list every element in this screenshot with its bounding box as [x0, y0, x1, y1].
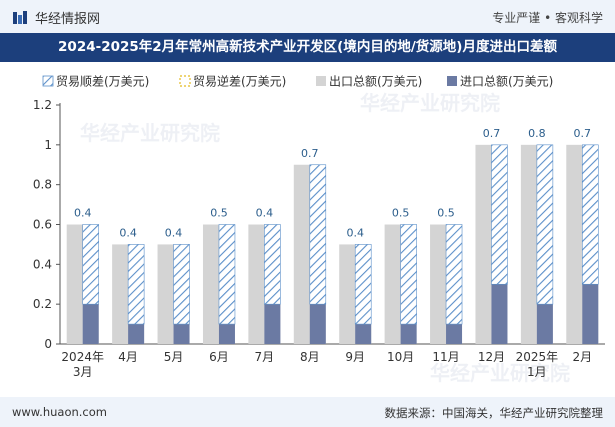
data-label: 0.5 [210, 207, 228, 220]
data-source: 数据来源：中国海关，华经产业研究院整理 [384, 406, 604, 420]
surplus-bar [354, 244, 372, 325]
data-label: 0.4 [346, 226, 364, 239]
watermark-text: 华经产业研究院 [80, 121, 220, 145]
y-tick-label: 0 [44, 337, 52, 351]
header-bar: 华经情报网 专业严谨 • 客观科学 [0, 0, 615, 33]
legend-swatch-surplus [42, 75, 54, 87]
x-tick-label: 2月 [572, 350, 592, 364]
surplus-bar [400, 224, 417, 325]
data-label: 0.4 [119, 226, 137, 239]
data-label: 0.8 [528, 127, 546, 140]
tagline: 专业严谨 • 客观科学 [492, 11, 603, 25]
chart-title: 2024-2025年2月年常州高新技术产业开发区(境内目的地/货源地)月度进出口… [0, 33, 615, 62]
brand-name: 华经情报网 [35, 12, 101, 27]
bars [66, 144, 599, 344]
y-tick-label: 1 [44, 138, 52, 152]
brand[interactable]: 华经情报网 [12, 8, 100, 27]
brand-logo-icon [13, 10, 27, 24]
data-label: 0.4 [165, 226, 183, 239]
legend-swatch-deficit [179, 75, 191, 87]
site-link[interactable]: www.huaon.com [12, 405, 107, 419]
surplus-bar [173, 244, 190, 325]
import-bar [400, 324, 417, 344]
axes: 0 0.2 0.4 0.6 0.8 1 1.2 2024年 3月 4月 5月 6月 7月 8月 9月 10月 1… [33, 98, 605, 379]
surplus-bar [536, 144, 554, 305]
watermark-text: 华经产业研究院 [430, 361, 570, 385]
y-tick-label: 0.2 [33, 297, 52, 311]
import-bar [128, 324, 145, 344]
y-tick-label: 0.6 [33, 218, 52, 232]
x-tick-label: 2025年 1月 [516, 350, 559, 379]
y-tick-label: 1.2 [33, 98, 52, 112]
x-tick-label: 6月 [209, 350, 229, 364]
x-tick-label: 2024年 3月 [61, 350, 104, 379]
legend-label: 贸易逆差(万美元) [193, 74, 286, 89]
watermark-text: 华经产业研究院 [360, 91, 500, 115]
x-tick-label: 10月 [387, 350, 414, 364]
data-label: 0.7 [574, 127, 592, 140]
legend-label: 进口总额(万美元) [460, 75, 553, 89]
x-tick-label: 9月 [345, 350, 365, 364]
surplus-bar [218, 224, 236, 325]
data-labels: 0.4 0.4 0.4 0.5 0.4 0.7 0.4 0.5 0.5 0.7 0.8 0.7 [74, 127, 591, 240]
import-bar [491, 284, 508, 344]
surplus-bar [309, 164, 327, 305]
import-bar [82, 304, 99, 344]
x-tick-label: 11月 [432, 350, 459, 364]
import-bar [264, 304, 281, 344]
x-tick-label: 5月 [164, 350, 184, 364]
footer-bar: www.huaon.com 数据来源：中国海关，华经产业研究院整理 [0, 397, 615, 427]
y-tick-label: 0.4 [33, 257, 52, 271]
import-bar [446, 324, 463, 344]
surplus-bar [264, 224, 281, 305]
data-label: 0.7 [483, 127, 501, 140]
legend-label: 贸易顺差(万美元) [56, 75, 149, 89]
legend: 贸易顺差(万美元) 贸易逆差(万美元) 出口总额(万美元) 进口总额(万美元) [42, 74, 553, 89]
legend-swatch-import [447, 76, 457, 86]
data-label: 0.5 [437, 207, 455, 220]
surplus-bar [82, 224, 100, 305]
import-bar [218, 324, 235, 344]
legend-label: 出口总额(万美元) [329, 75, 422, 89]
import-bar [309, 304, 326, 344]
import-bar [582, 284, 599, 344]
surplus-bar [491, 144, 508, 285]
surplus-bar [581, 144, 599, 285]
import-bar [355, 324, 372, 344]
legend-swatch-export [316, 76, 326, 86]
surplus-bar [127, 244, 145, 325]
x-tick-label: 4月 [118, 350, 138, 364]
import-bar [536, 304, 553, 344]
x-tick-label: 7月 [255, 350, 275, 364]
data-label: 0.4 [256, 207, 274, 220]
surplus-bar [445, 224, 463, 325]
import-bar [173, 324, 190, 344]
data-label: 0.5 [392, 207, 410, 220]
x-tick-label: 12月 [478, 350, 505, 364]
data-label: 0.4 [74, 207, 92, 220]
x-tick-label: 8月 [300, 350, 320, 364]
y-tick-label: 0.8 [33, 178, 52, 192]
data-label: 0.7 [301, 147, 319, 160]
